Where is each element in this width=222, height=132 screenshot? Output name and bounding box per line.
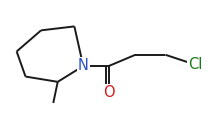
Text: N: N [78, 58, 89, 74]
Text: O: O [103, 85, 115, 100]
Text: Cl: Cl [188, 57, 202, 72]
